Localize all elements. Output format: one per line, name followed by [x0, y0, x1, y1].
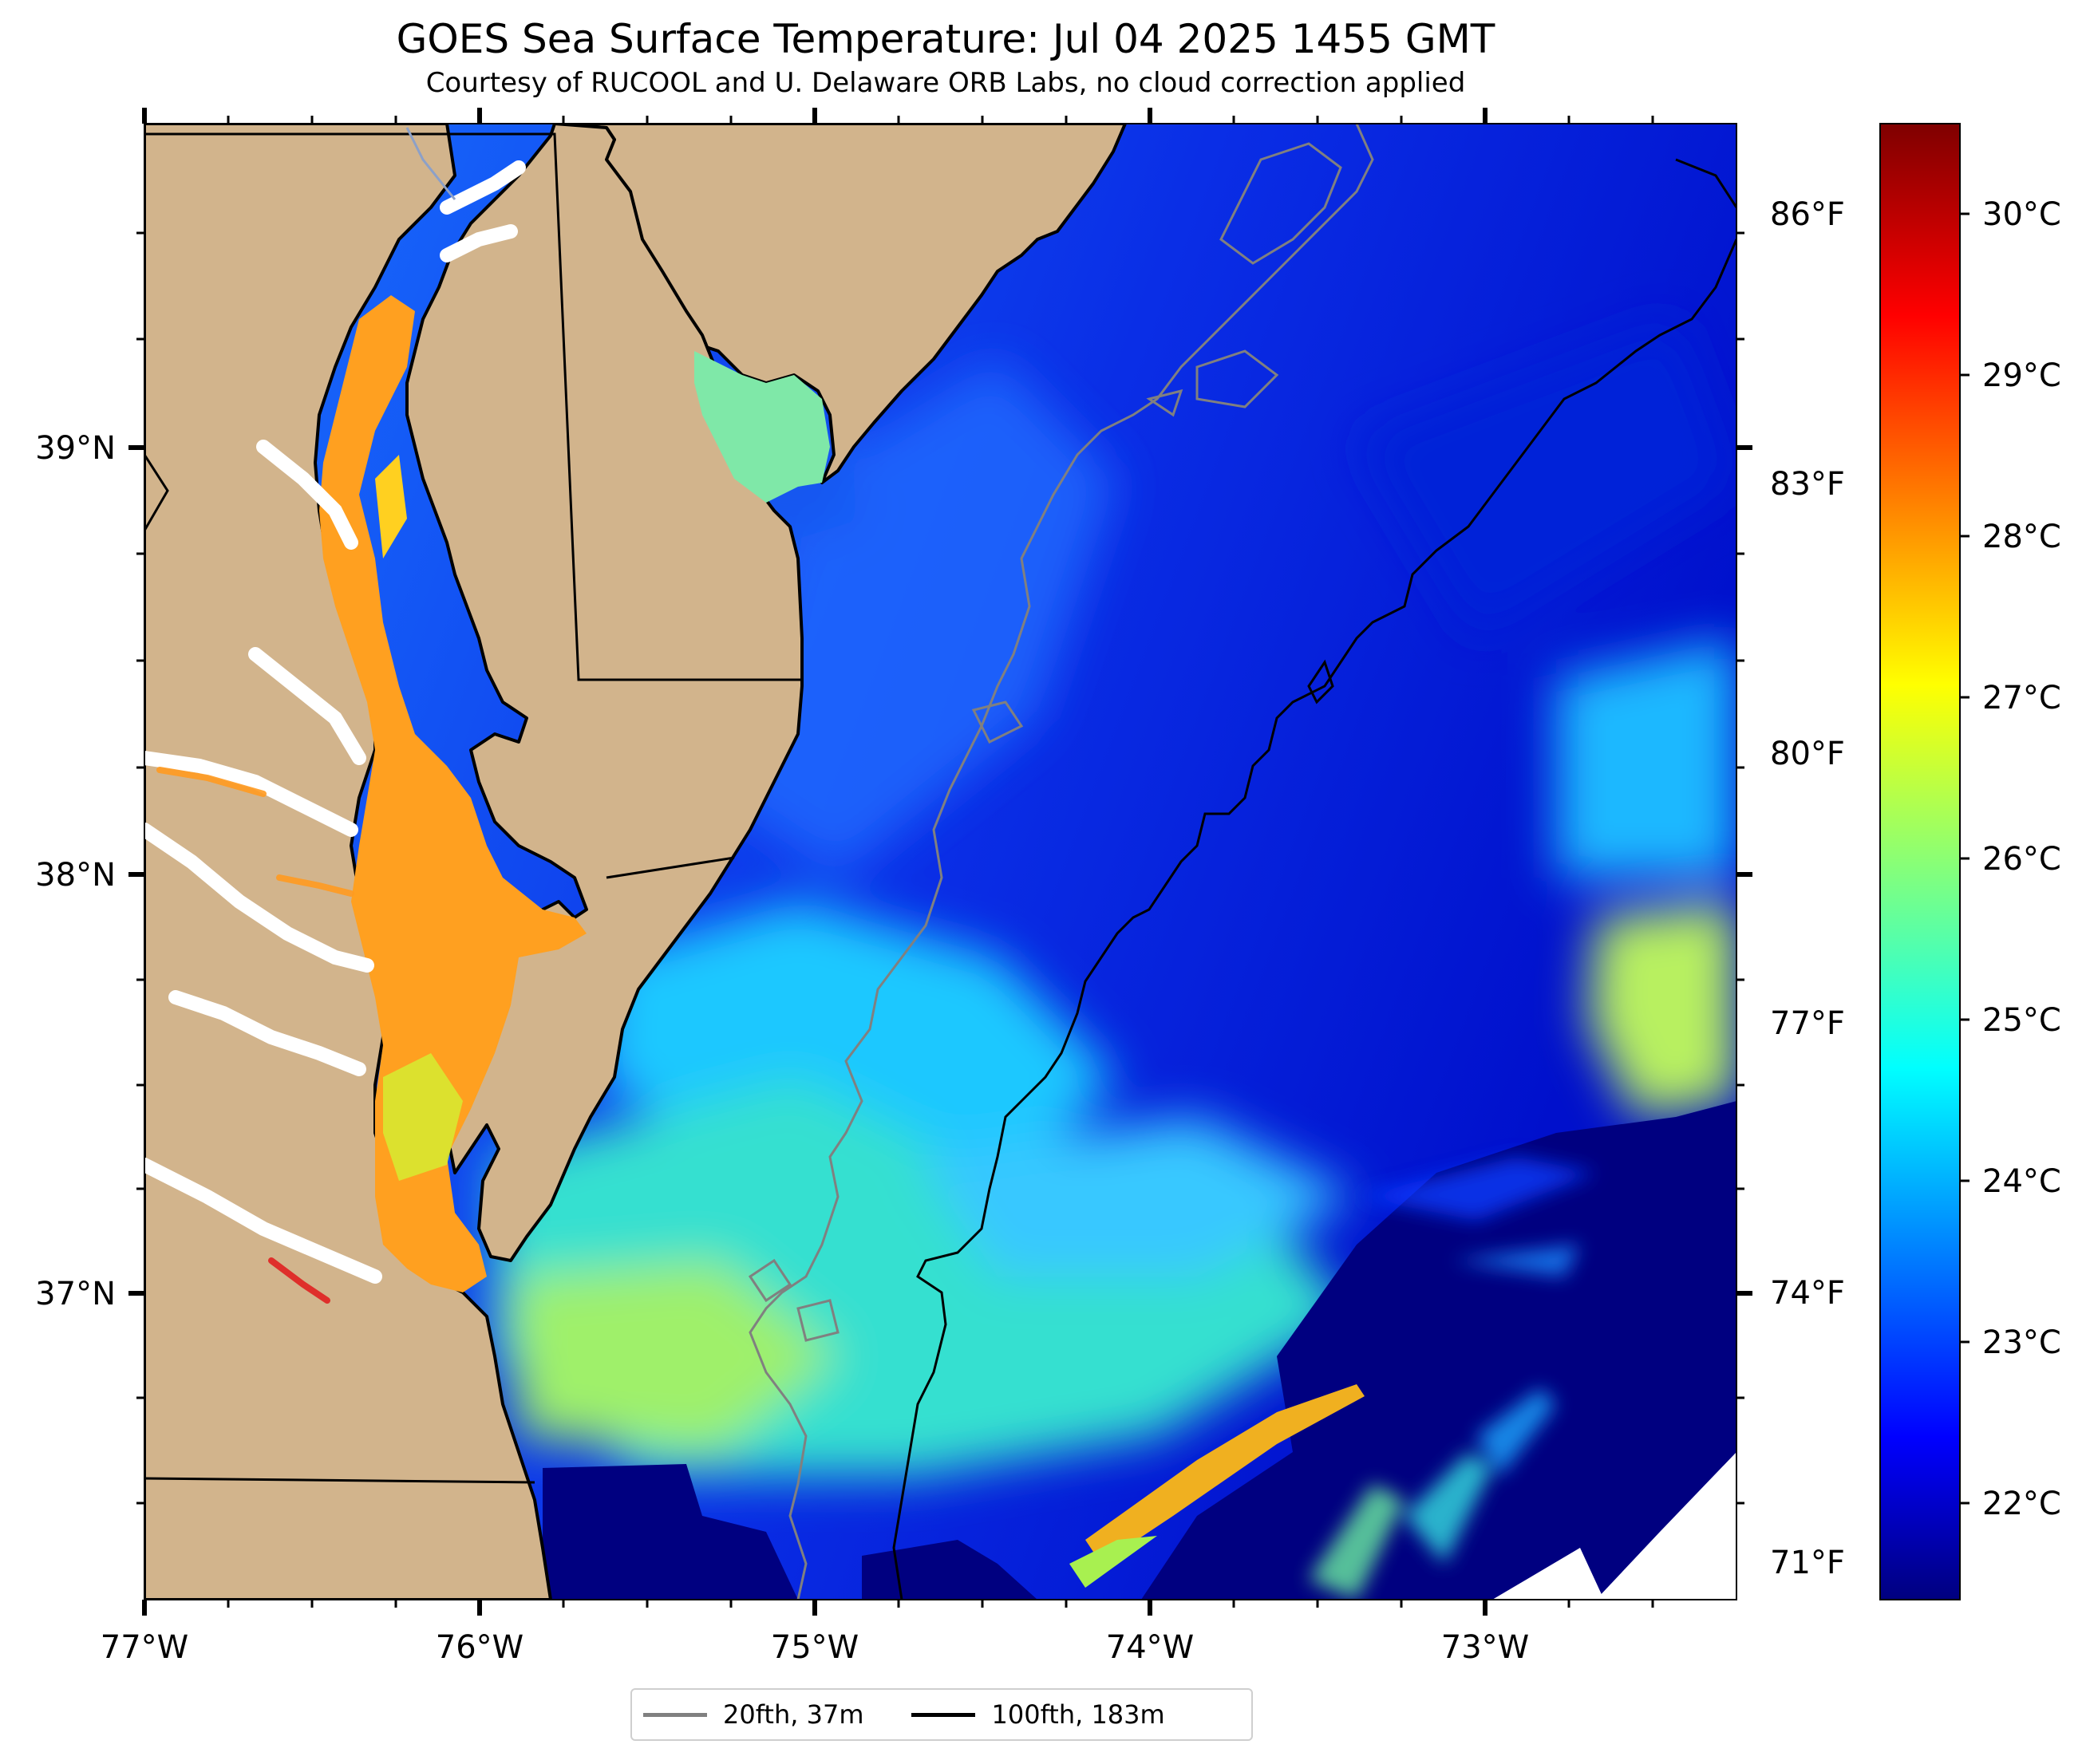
celsius-label: 27°C	[1982, 680, 2061, 716]
delaware-bay	[694, 351, 830, 503]
legend-label: 100fth, 183m	[991, 1699, 1165, 1730]
isobath-100fth	[892, 158, 1736, 1600]
cold-water-zone	[1141, 1101, 1736, 1600]
legend-swatch-black	[911, 1712, 976, 1717]
legend-item-20fth: 20fth, 37m	[643, 1699, 863, 1730]
fahrenheit-label: 83°F	[1770, 466, 1845, 503]
celsius-label: 26°C	[1982, 841, 2061, 878]
map-frame	[144, 123, 1737, 1600]
map-subtitle: Courtesy of RUCOOL and U. Delaware ORB L…	[425, 67, 1466, 99]
celsius-label: 22°C	[1982, 1486, 2061, 1522]
fahrenheit-label: 80°F	[1770, 736, 1845, 772]
lon-tick-label: 73°W	[1441, 1629, 1529, 1666]
chesapeake-bay	[319, 295, 587, 1292]
legend-label: 20fth, 37m	[723, 1699, 864, 1730]
lat-tick-label: 39°N	[35, 430, 116, 467]
celsius-label: 25°C	[1982, 1002, 2061, 1039]
map-content	[144, 124, 1736, 1600]
colorbar	[1879, 123, 1961, 1600]
celsius-label: 23°C	[1982, 1324, 2061, 1361]
lon-tick-label: 76°W	[436, 1629, 523, 1666]
lat-tick-label: 38°N	[35, 857, 116, 894]
legend-item-100fth: 100fth, 183m	[911, 1699, 1165, 1730]
colorbar-ticks	[1960, 212, 1969, 1505]
celsius-label: 28°C	[1982, 519, 2061, 555]
lon-tick-label: 74°W	[1106, 1629, 1194, 1666]
lon-tick-label: 77°W	[101, 1629, 188, 1666]
fahrenheit-label: 74°F	[1770, 1275, 1845, 1312]
map-title: GOES Sea Surface Temperature: Jul 04 202…	[396, 16, 1495, 62]
warm-filament	[1085, 1384, 1365, 1564]
sst-patches	[495, 319, 1736, 1476]
no-data-area	[1596, 1452, 1736, 1600]
rivers	[144, 160, 526, 1284]
legend-swatch-gray	[643, 1712, 707, 1717]
celsius-label: 29°C	[1982, 357, 2061, 394]
fahrenheit-label: 86°F	[1770, 196, 1845, 233]
state-boundaries	[144, 132, 802, 1484]
minor-ticks	[136, 116, 1744, 1608]
lon-tick-label: 75°W	[771, 1629, 859, 1666]
major-ticks	[128, 108, 1752, 1616]
fahrenheit-label: 77°F	[1770, 1005, 1845, 1042]
lat-tick-label: 37°N	[35, 1276, 116, 1312]
fahrenheit-label: 71°F	[1770, 1545, 1845, 1581]
legend: 20fth, 37m 100fth, 183m	[630, 1688, 1253, 1741]
isobath-20fth	[748, 124, 1374, 1600]
celsius-label: 24°C	[1982, 1163, 2061, 1200]
celsius-label: 30°C	[1982, 196, 2061, 233]
